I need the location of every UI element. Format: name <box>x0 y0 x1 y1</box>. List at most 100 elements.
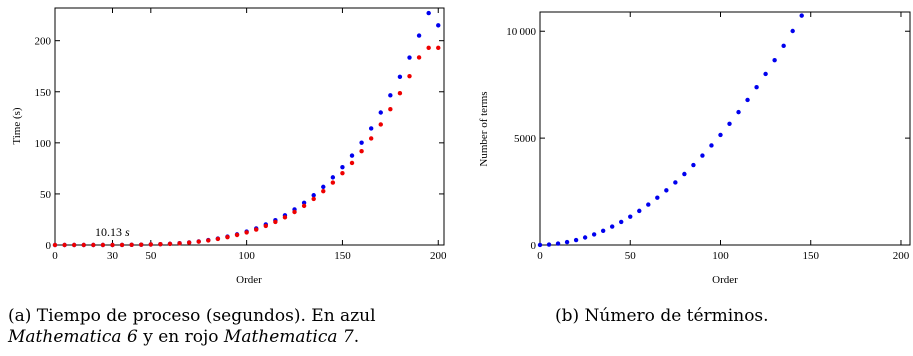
y-axis-label: Time (s) <box>11 107 23 145</box>
caption-a-mid: y en rojo <box>137 327 224 347</box>
data-point <box>321 184 326 190</box>
data-point <box>416 55 422 60</box>
data-point <box>234 232 240 238</box>
caption-a-mathematica6: Mathematica 6 <box>8 327 138 347</box>
data-point <box>119 242 125 248</box>
data-point <box>81 242 86 248</box>
data-point <box>397 90 403 96</box>
data-point <box>582 235 588 240</box>
caption-a: (a) Tiempo de proceso (segundos). En azu… <box>8 306 448 348</box>
data-point <box>646 202 651 207</box>
data-point <box>91 242 96 248</box>
data-point <box>416 33 422 38</box>
data-point <box>71 242 77 248</box>
data-point <box>426 10 431 16</box>
data-point <box>139 242 144 247</box>
y-tick-label: 0 <box>531 240 537 252</box>
data-point <box>378 122 383 127</box>
data-point <box>691 162 696 168</box>
data-point <box>655 195 660 200</box>
data-point <box>628 214 633 219</box>
data-point <box>311 196 316 202</box>
data-point <box>754 85 759 90</box>
data-point <box>564 239 570 245</box>
data-point <box>301 203 307 209</box>
data-point <box>215 236 221 242</box>
x-tick-label: 0 <box>52 250 58 262</box>
data-point <box>340 164 345 170</box>
chart-terms: 0 50 100 150 200 0 5000 10 000 Order Number of … <box>478 11 911 286</box>
data-point <box>368 136 374 141</box>
data-point <box>254 227 259 232</box>
data-point <box>573 237 579 243</box>
data-point <box>436 23 441 28</box>
data-point <box>591 232 597 237</box>
x-tick-label: 50 <box>625 250 637 262</box>
data-point <box>186 240 192 245</box>
x-tick-label: 150 <box>802 250 819 262</box>
data-point <box>772 57 777 63</box>
data-point <box>682 171 687 177</box>
data-point <box>537 242 543 248</box>
x-tick-label: 100 <box>712 250 729 262</box>
data-point <box>763 71 768 77</box>
data-point <box>359 149 364 154</box>
data-point <box>664 188 669 193</box>
data-point <box>129 242 134 247</box>
data-point <box>282 215 288 220</box>
data-point <box>426 45 431 51</box>
data-point <box>330 175 336 180</box>
data-point <box>799 13 804 18</box>
data-point <box>736 109 741 115</box>
data-point <box>244 230 249 235</box>
data-point <box>378 110 383 115</box>
annotation-10-13-s: 10.13 s <box>95 225 130 239</box>
data-point <box>292 209 297 215</box>
data-point <box>673 180 678 185</box>
data-point <box>700 153 705 158</box>
data-point <box>349 153 355 158</box>
figure: 0 30 50 100 150 200 0 50 100 150 200 10.13 s Order… <box>11 7 911 286</box>
x-tick-label: 0 <box>537 250 543 262</box>
data-point <box>110 242 115 248</box>
data-point <box>148 242 154 247</box>
plot-frame <box>539 11 911 246</box>
y-axis-label: Number of terms <box>478 91 490 166</box>
data-point <box>273 219 278 225</box>
x-tick-label: 50 <box>145 250 157 262</box>
y-tick-label: 150 <box>35 87 52 99</box>
chart-time: 0 30 50 100 150 200 0 50 100 150 200 10.13 s Order… <box>11 7 447 286</box>
data-point <box>52 242 58 248</box>
y-tick-label: 200 <box>35 36 52 48</box>
x-axis-label: Order <box>712 274 738 286</box>
data-point <box>388 107 393 112</box>
data-point <box>407 73 412 79</box>
data-point <box>330 180 336 185</box>
data-point <box>397 74 403 80</box>
data-point <box>359 140 364 145</box>
data-point <box>263 223 268 229</box>
data-point <box>321 188 326 194</box>
data-point <box>177 241 182 246</box>
caption-a-text: (a) Tiempo de proceso (segundos). En azu… <box>8 306 376 326</box>
data-point <box>225 234 230 240</box>
data-point <box>196 239 201 244</box>
data-point <box>311 193 316 198</box>
plot-frame <box>54 7 445 246</box>
y-tick-label: 10 000 <box>506 26 536 38</box>
caption-a-mathematica7: Mathematica 7 <box>223 327 354 347</box>
data-point <box>349 160 355 166</box>
data-point <box>388 93 393 98</box>
y-tick-label: 5000 <box>514 133 537 145</box>
y-tick-label: 50 <box>40 189 52 201</box>
data-point <box>436 45 441 51</box>
data-point <box>709 143 714 148</box>
data-point <box>301 200 307 206</box>
caption-b: (b) Número de términos. <box>555 306 769 326</box>
data-point <box>609 224 615 229</box>
y-tick-label: 100 <box>35 138 52 150</box>
y-tick-label: 0 <box>46 240 52 252</box>
data-point <box>368 126 374 131</box>
data-point <box>718 132 723 138</box>
data-point <box>407 55 412 60</box>
